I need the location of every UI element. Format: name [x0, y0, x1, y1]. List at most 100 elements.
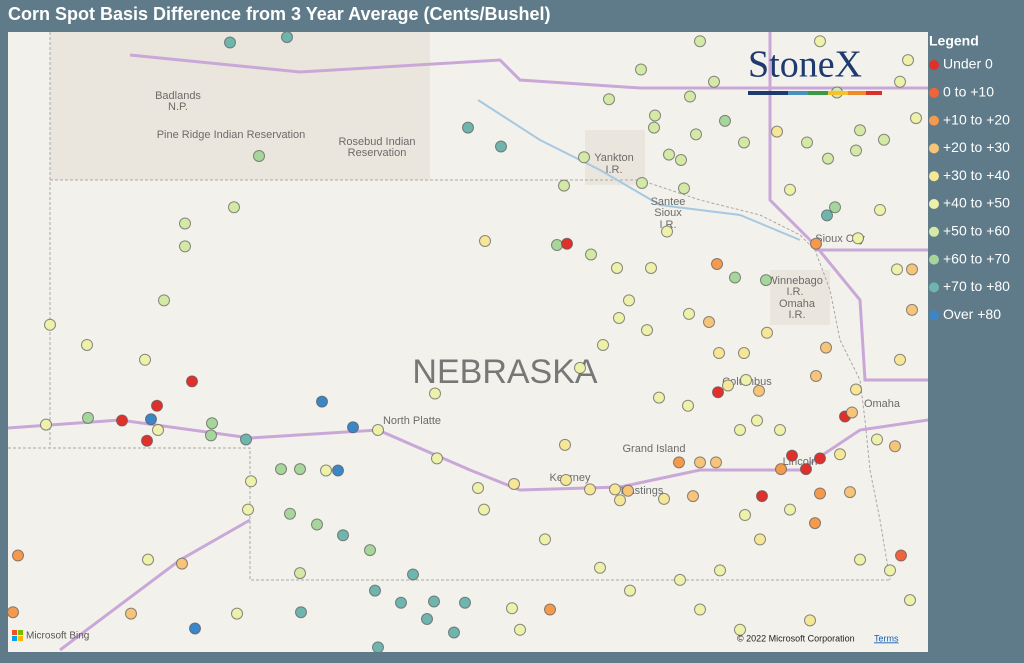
basis-point: [116, 414, 128, 427]
basis-point: [784, 183, 796, 196]
basis-point: [584, 483, 596, 496]
basis-point: [850, 383, 862, 396]
basis-point: [559, 438, 571, 451]
map[interactable]: NEBRASKA Badlands N.P. Pine Ridge Indian…: [8, 32, 929, 653]
basis-point: [891, 263, 903, 276]
basis-point: [189, 622, 201, 635]
legend-swatch: [929, 254, 939, 265]
reservation-area: [585, 130, 645, 185]
basis-point: [495, 140, 507, 153]
basis-point: [771, 125, 783, 138]
basis-point: [240, 433, 252, 446]
basis-point: [622, 484, 634, 497]
basis-point: [852, 232, 864, 245]
basis-point: [761, 326, 773, 339]
basis-point: [574, 361, 586, 374]
basis-point: [674, 573, 686, 586]
basis-point: [844, 486, 856, 499]
basis-point: [894, 353, 906, 366]
basis-point: [337, 529, 349, 542]
place-label: Rosebud Indian: [338, 136, 415, 148]
basis-point: [603, 93, 615, 106]
basis-point: [205, 429, 217, 442]
attribution: Microsoft Bing: [26, 631, 89, 642]
place-label: Sioux: [654, 207, 682, 219]
basis-point: [560, 473, 572, 486]
basis-point: [663, 148, 675, 161]
basis-point: [479, 235, 491, 247]
basis-point: [245, 475, 257, 488]
basis-point: [228, 201, 240, 214]
river: [477, 99, 801, 241]
place-label: Yankton: [594, 152, 634, 164]
basis-point: [821, 209, 833, 222]
terms-link[interactable]: Terms: [874, 633, 899, 643]
basis-point: [12, 549, 24, 562]
legend-title: Legend: [929, 33, 979, 49]
legend-label: Under 0: [943, 56, 993, 72]
basis-point: [822, 152, 834, 165]
legend-label: +20 to +30: [943, 139, 1010, 155]
basis-point: [231, 607, 243, 620]
basis-point: [809, 517, 821, 530]
basis-point: [774, 424, 786, 436]
basis-point: [884, 564, 896, 577]
legend-swatch: [929, 199, 939, 209]
interstate: [768, 32, 928, 382]
place-label: Badlands: [155, 90, 201, 102]
basis-point: [804, 614, 816, 627]
basis-point: [889, 440, 901, 453]
basis-point: [472, 482, 484, 495]
basis-point: [635, 63, 647, 76]
basis-point: [551, 239, 563, 252]
basis-point: [649, 109, 661, 122]
basis-point: [734, 424, 746, 436]
legend-label: Over +80: [943, 306, 1001, 322]
legend-swatch: [929, 171, 939, 182]
basis-point: [316, 395, 328, 408]
basis-point: [754, 533, 766, 546]
basis-point: [756, 490, 768, 503]
basis-point: [624, 584, 636, 597]
basis-point: [145, 413, 157, 426]
basis-point: [653, 391, 665, 404]
basis-point: [179, 240, 191, 253]
basis-point: [829, 201, 841, 214]
basis-point: [874, 203, 886, 216]
basis-point: [739, 509, 751, 522]
basis-point: [578, 151, 590, 164]
basis-point: [729, 271, 741, 284]
basis-point: [421, 613, 433, 625]
place-label: Omaha: [864, 398, 901, 410]
basis-point: [906, 263, 918, 276]
basis-point: [614, 494, 626, 507]
place-label: I.R.: [786, 286, 803, 298]
basis-point: [294, 567, 306, 580]
basis-point: [609, 483, 621, 496]
basis-point: [139, 353, 151, 366]
basis-point: [478, 503, 490, 516]
basis-point: [179, 217, 191, 230]
basis-point: [713, 347, 725, 360]
basis-point: [372, 641, 384, 652]
basis-point: [694, 603, 706, 616]
basis-point: [871, 433, 883, 446]
basis-point: [810, 370, 822, 382]
basis-point: [894, 75, 906, 88]
legend-label: +50 to +60: [943, 223, 1010, 239]
basis-point: [800, 463, 812, 476]
basis-point: [641, 324, 653, 337]
basis-point: [683, 307, 695, 320]
legend-label: +30 to +40: [943, 167, 1010, 183]
basis-point: [854, 124, 866, 137]
legend-swatch: [929, 226, 939, 237]
basis-point: [904, 594, 916, 607]
basis-point: [206, 417, 218, 430]
basis-point: [810, 237, 822, 250]
basis-point: [775, 463, 787, 476]
basis-point: [682, 399, 694, 412]
basis-point: [834, 448, 846, 461]
basis-point: [558, 179, 570, 192]
